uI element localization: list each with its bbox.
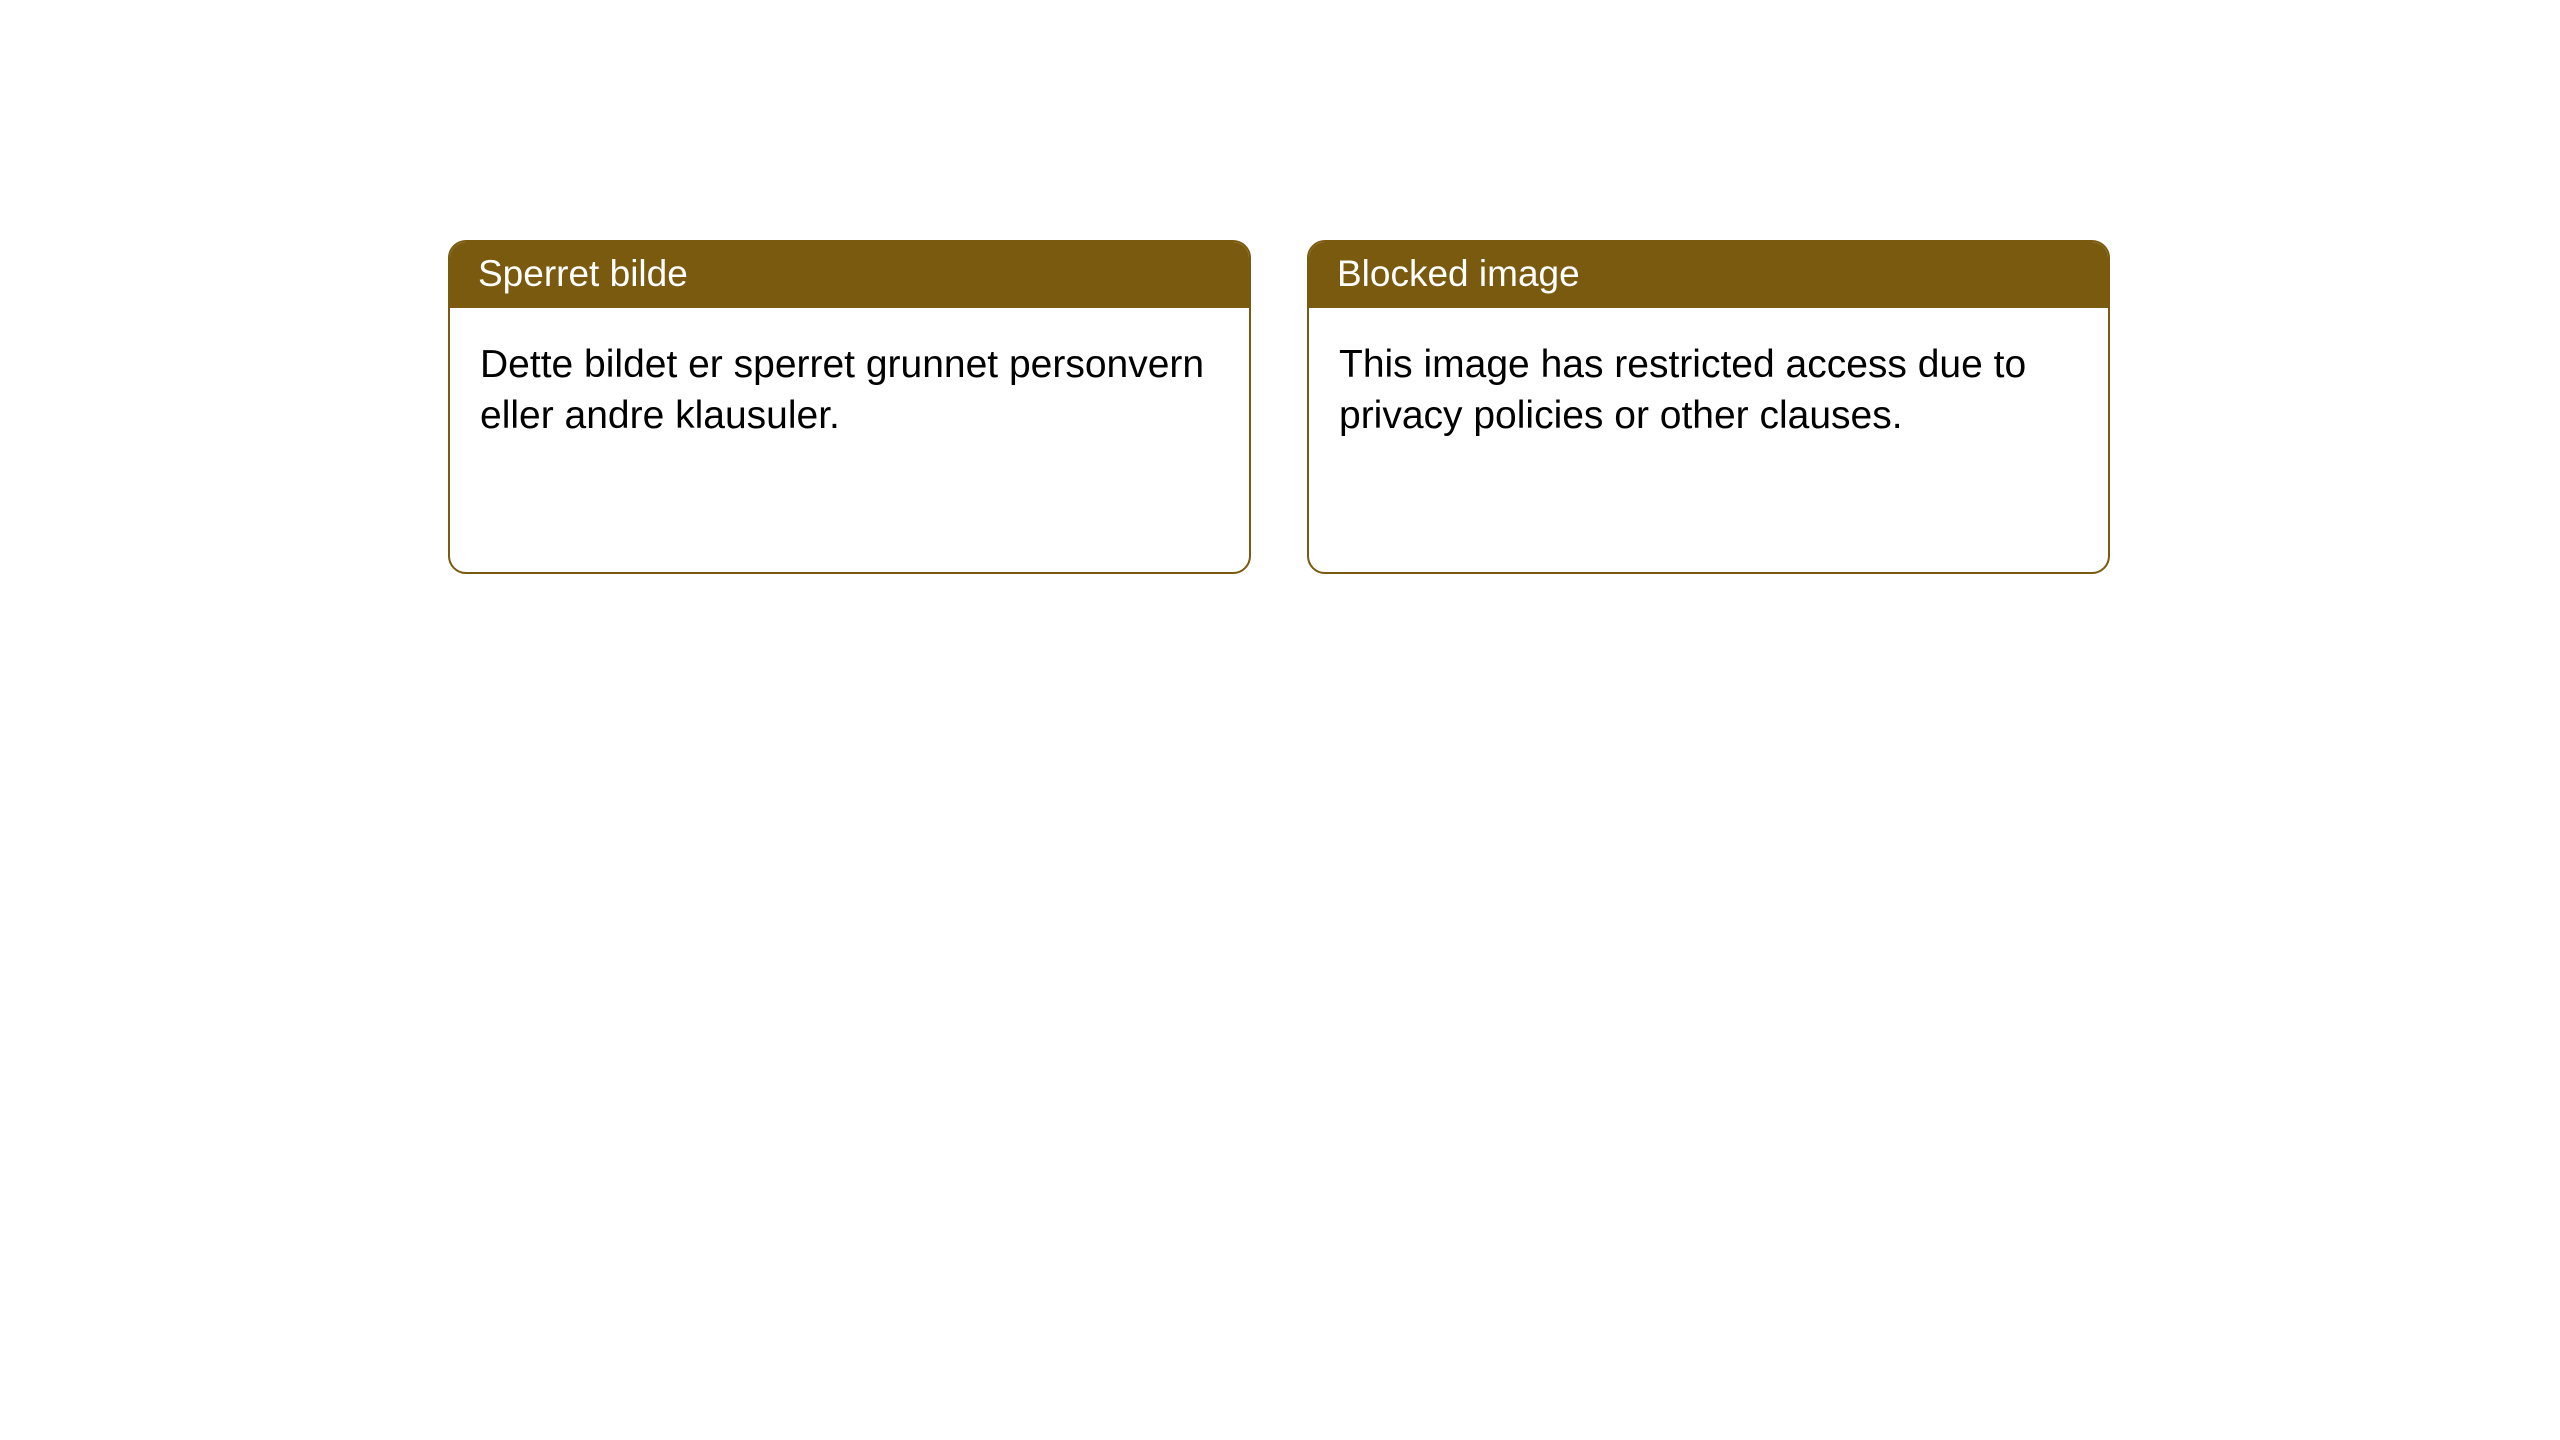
card-title: Sperret bilde [450, 242, 1249, 308]
card-body: Dette bildet er sperret grunnet personve… [450, 308, 1249, 461]
card-title: Blocked image [1309, 242, 2108, 308]
card-body: This image has restricted access due to … [1309, 308, 2108, 461]
notice-cards-row: Sperret bilde Dette bildet er sperret gr… [0, 0, 2560, 574]
blocked-image-card-no: Sperret bilde Dette bildet er sperret gr… [448, 240, 1251, 574]
blocked-image-card-en: Blocked image This image has restricted … [1307, 240, 2110, 574]
